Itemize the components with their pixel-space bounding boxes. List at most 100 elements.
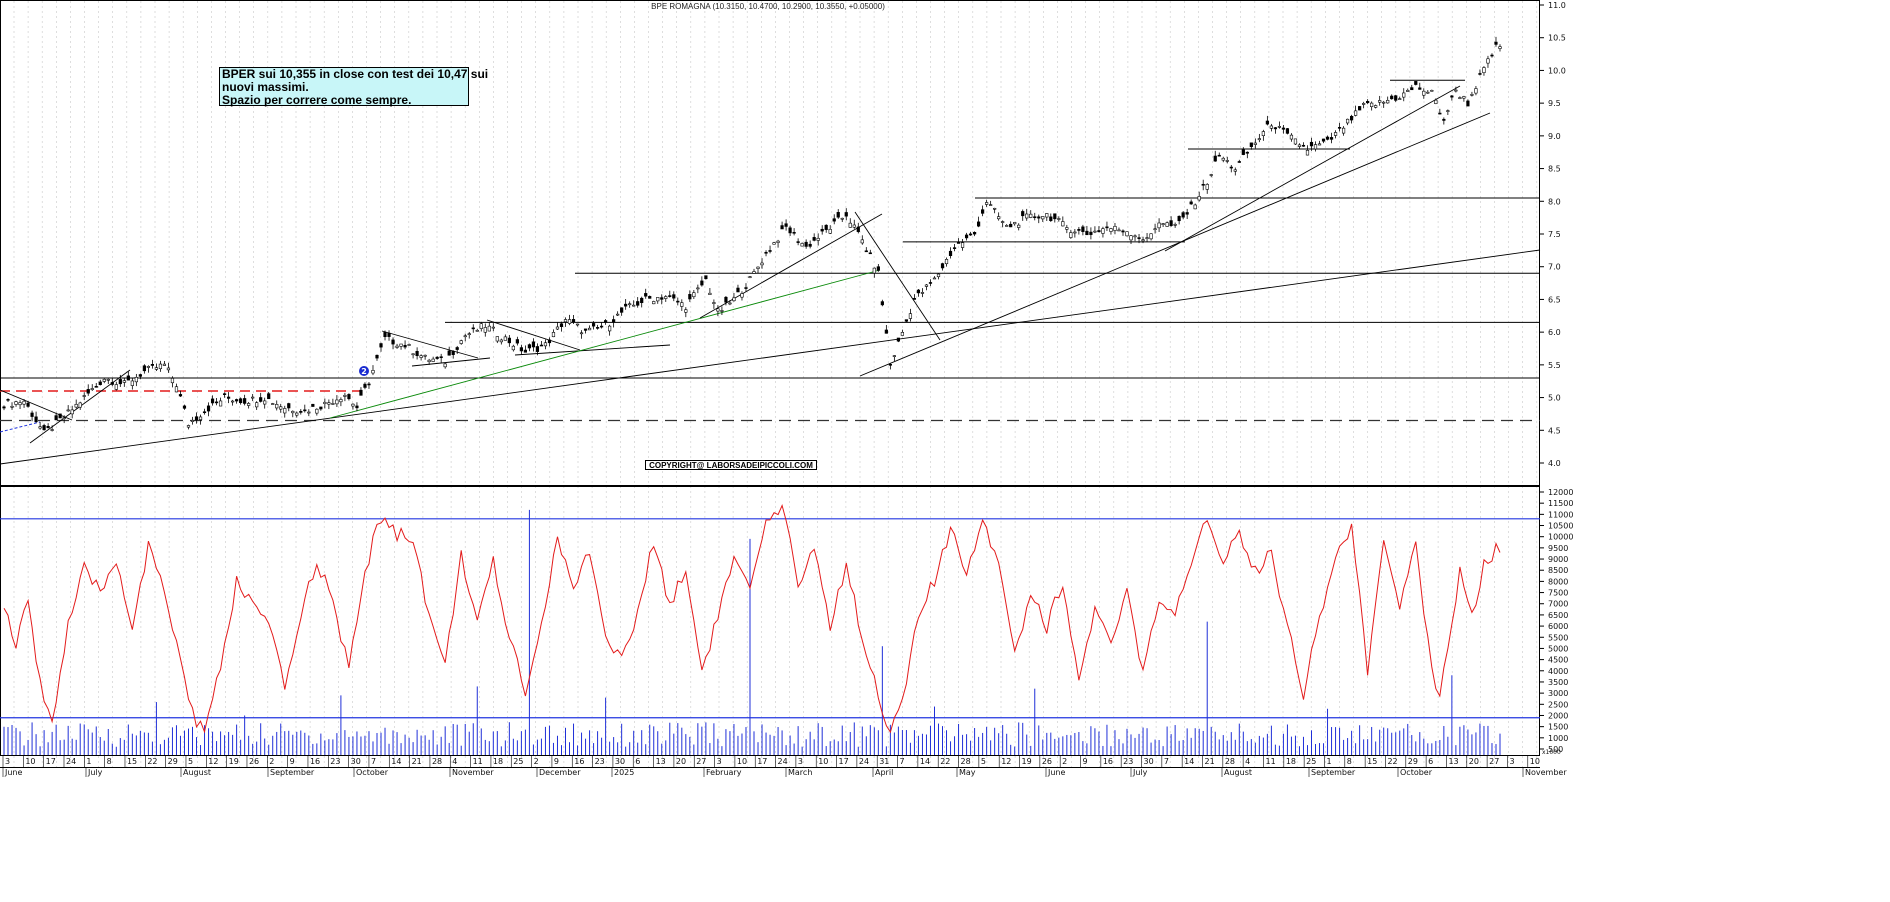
indicator-tick-label: 3500 [1548,678,1568,687]
indicator-tick-label: 4000 [1548,667,1568,676]
candle-body [792,231,796,234]
trendline [329,269,881,419]
price-tick-label: 6.0 [1548,328,1561,337]
candle-body [86,389,90,394]
candle-body [78,402,82,408]
candle-body [796,241,800,243]
candle-body [1049,216,1053,221]
price-tick-label: 8.0 [1548,197,1561,206]
candle-body [1293,138,1298,145]
candle-body [519,347,523,352]
date-day-label: 14 [1184,757,1194,766]
candle-body [964,234,969,239]
candle-body [10,405,14,408]
indicator-tick-label: 5500 [1548,633,1568,642]
candle-body [2,406,6,409]
date-day-label: 10 [1530,757,1540,766]
candle-body [1446,110,1450,112]
candle-body [1402,92,1406,98]
candle-body [1105,226,1109,229]
candle-body [383,332,387,338]
candle-body [868,252,872,255]
candle-body [872,267,876,274]
candle-body [1057,218,1061,220]
indicator-tick-label: 1000 [1548,734,1568,743]
trendlines [0,85,1541,465]
candle-body [1426,91,1430,94]
candle-body [319,406,323,410]
candle-body [359,389,363,396]
candle-body [956,241,961,244]
candle-body [848,222,852,228]
candle-body [170,378,175,384]
candle-body [1161,223,1165,225]
candle-body [1225,160,1229,162]
candle-body [1125,231,1129,237]
candle-body [30,412,34,417]
candle-body [1157,222,1161,229]
candle-body [896,337,900,342]
candle-body [1053,213,1057,220]
candle-body [122,380,126,383]
candle-body [816,237,820,241]
date-day-label: 6 [635,757,640,766]
indicator-tick-label: 7000 [1548,600,1568,609]
candle-body [1305,150,1310,156]
candle-body [251,396,255,399]
candle-body [1414,81,1418,85]
candle-body [186,425,191,428]
date-month-label: August [183,768,211,777]
candle-body [583,328,588,331]
date-day-label: 25 [1306,757,1316,766]
candle-body [1221,157,1225,161]
date-day-label: 28 [432,757,442,766]
indicator-tick-label: 6500 [1548,611,1568,620]
candle-body [1434,99,1438,104]
date-day-label: 16 [574,757,584,766]
candle-body [14,401,18,405]
candle-body [1141,239,1145,242]
date-day-label: 30 [1144,757,1154,766]
candle-body [287,403,291,409]
candle-body [407,344,411,346]
candle-body [503,336,507,341]
date-day-label: 22 [147,757,157,766]
candle-body [182,405,187,409]
date-day-label: 10 [737,757,747,766]
candle-body [1325,136,1330,140]
candle-body [367,383,371,386]
date-day-label: 11 [1265,757,1275,766]
candle-body [567,319,572,324]
candle-body [423,354,427,357]
candle-body [997,216,1001,220]
oscillator-line [3,503,1501,734]
candle-body [235,399,239,402]
date-month-label: September [270,768,315,777]
candle-body [1237,161,1241,163]
candle-body [535,346,540,352]
date-day-label: 5 [188,757,193,766]
candle-body [571,319,576,323]
candle-body [259,397,263,402]
candle-body [1454,89,1458,92]
candle-body [218,400,223,407]
candle-body [142,365,146,372]
candle-body [94,386,98,388]
candle-body [243,398,247,404]
candle-body [38,426,42,429]
candle-body [993,207,997,210]
indicator-panel-frame [0,486,1540,756]
candle-body [347,394,351,400]
candle-body [960,242,965,248]
candle-body [299,411,303,413]
candle-body [752,271,756,274]
date-day-label: 28 [1225,757,1235,766]
trendline [1164,85,1461,252]
candle-body [676,300,680,303]
trendline [381,330,479,359]
candle-body [644,293,648,297]
candle-body [1077,229,1081,231]
date-day-label: 23 [330,757,340,766]
candle-body [812,237,816,241]
candle-body [952,247,957,249]
